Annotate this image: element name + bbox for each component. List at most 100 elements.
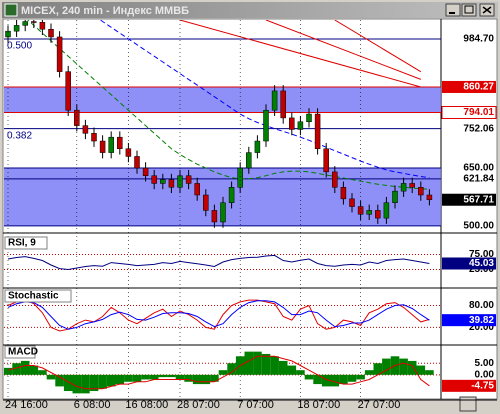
histogram-bar (416, 365, 426, 375)
scale-label-bg (442, 80, 496, 93)
panel-title-bg (4, 345, 36, 359)
histogram-bar (278, 360, 288, 375)
window-buttons[interactable] (445, 3, 495, 17)
histogram-bar (192, 374, 202, 385)
trend-line (265, 20, 421, 80)
histogram-bar (175, 374, 185, 380)
candle-body (375, 210, 381, 219)
histogram-bar (81, 374, 90, 394)
candle-body (263, 109, 269, 142)
scale-button[interactable] (459, 396, 477, 412)
scale-label-bg (442, 368, 496, 381)
candle-body (65, 71, 71, 111)
panel-title: Stochastic (8, 291, 59, 302)
x-tick-label: 16 08:00 (125, 399, 168, 411)
histogram-bar (407, 360, 417, 375)
candle-body (357, 206, 364, 215)
candle-body (400, 183, 407, 192)
candle-body (99, 140, 106, 153)
x-tick-label: 7 07:00 (237, 399, 274, 411)
histogram-bar (296, 370, 305, 375)
histogram-bar (38, 370, 47, 375)
histogram-bar (244, 351, 254, 375)
candle-body (254, 140, 261, 153)
histogram-bar (364, 370, 374, 375)
candle-body (306, 113, 312, 123)
candle-body (22, 21, 28, 26)
level-label: 752.06 (463, 123, 494, 134)
histogram-bar (46, 374, 56, 380)
histogram-bar (158, 374, 168, 378)
candle-body (228, 187, 235, 203)
candle-body (31, 21, 37, 23)
trend-line (334, 20, 422, 73)
histogram-bar (63, 374, 73, 392)
candle-body (151, 175, 157, 184)
histogram-bar (227, 363, 236, 375)
histogram-bar (218, 370, 228, 375)
histogram-bar (201, 374, 211, 385)
x-tick-label: 24 16:00 (5, 399, 48, 411)
histogram-bar (339, 374, 348, 385)
last-price-bg (442, 193, 496, 206)
scale-label-bg (442, 162, 496, 175)
histogram-bar (184, 374, 193, 382)
candle-body (117, 136, 123, 149)
candle-body (392, 190, 398, 203)
candle-body (48, 29, 54, 38)
panel-title-bg (4, 289, 72, 303)
candle-body (340, 187, 347, 200)
histogram-bar (399, 358, 408, 375)
scale-label-bg (442, 172, 496, 185)
title-bar (2, 2, 498, 18)
value-tag-bg (442, 257, 496, 270)
scale-label-bg (442, 122, 496, 135)
histogram-bar (382, 358, 391, 375)
candle-body (418, 187, 424, 196)
minimize-button[interactable] (445, 3, 461, 17)
histogram-bar (98, 374, 107, 389)
candle-body (203, 194, 209, 211)
level-label: 621.84 (463, 174, 494, 185)
candle-body (39, 22, 46, 30)
histogram-bar (115, 374, 125, 385)
histogram-bar (321, 374, 331, 387)
window-icon (4, 3, 18, 17)
histogram-bar (141, 374, 150, 380)
scale-label-bg (441, 106, 497, 120)
histogram-bar (4, 367, 13, 375)
histogram-bar (20, 360, 30, 375)
level-label: 860.27 (463, 82, 494, 93)
y-tick-label: 5.00 (475, 358, 495, 369)
histogram-bar (149, 374, 159, 380)
candle-body (134, 156, 140, 169)
histogram-bar (124, 374, 133, 382)
histogram-bar (89, 374, 99, 392)
scale-label-bg (442, 33, 496, 46)
candle-body (426, 194, 433, 200)
level-label: 794.01 (463, 107, 494, 118)
trend-line (179, 20, 421, 88)
scale-label-bg (442, 219, 496, 232)
candle-body (177, 175, 183, 188)
histogram-bar (261, 353, 271, 375)
histogram-bar (29, 365, 39, 375)
y-tick-label: 0.00 (475, 369, 495, 380)
histogram-bar (313, 374, 322, 385)
indicator-plot (4, 254, 441, 271)
indicator-line (7, 355, 430, 390)
candle-body (332, 171, 338, 188)
histogram-bar (55, 374, 64, 387)
fib-label: 0.382 (7, 130, 32, 141)
candle-body (142, 167, 149, 176)
moving-average (27, 20, 430, 190)
candle-body (409, 183, 415, 188)
candle-body (349, 198, 355, 207)
histogram-bar (72, 374, 82, 394)
y-tick-label: 75.00 (469, 249, 494, 260)
level-label: 500.00 (463, 220, 494, 231)
histogram-bar (287, 365, 297, 375)
panel-title-bg (4, 236, 48, 250)
indicator-line (7, 254, 430, 271)
